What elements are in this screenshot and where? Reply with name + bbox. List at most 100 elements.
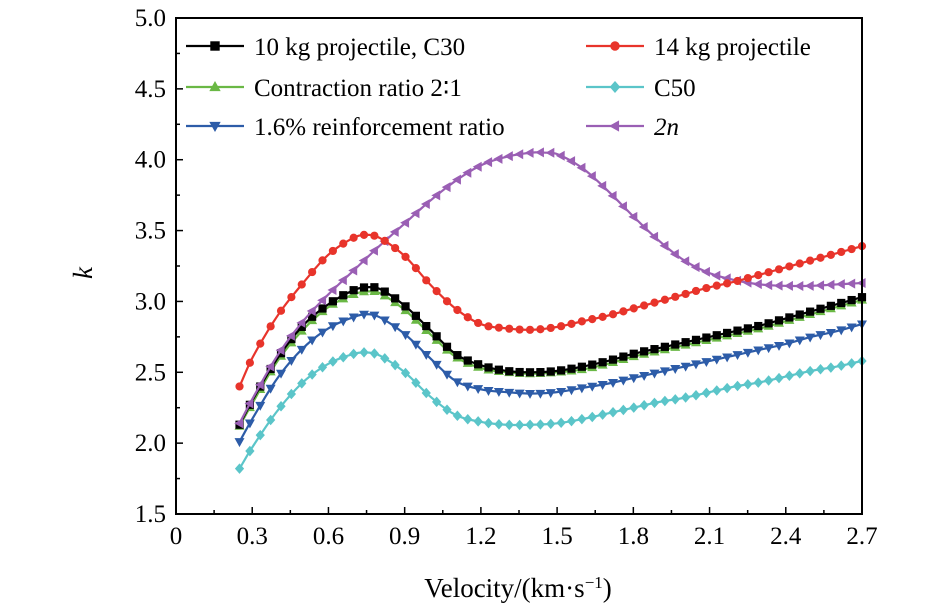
data-point — [462, 167, 472, 178]
data-point — [598, 358, 607, 367]
data-point — [660, 395, 670, 407]
data-point — [576, 162, 586, 173]
data-point — [472, 161, 482, 172]
series-4 — [234, 310, 867, 448]
data-point — [649, 397, 660, 409]
legend-item: C50 — [586, 75, 696, 102]
data-point — [805, 365, 815, 377]
y-axis-label: k — [68, 266, 98, 279]
data-point — [452, 410, 463, 421]
data-point — [671, 340, 680, 349]
x-tick-label: 0.6 — [313, 523, 344, 550]
ticks-layer: 0 0.3 0.6 0.9 1.2 1.5 1.8 2.1 2.4 2.7 1.5 2.0 2.5 3.0… — [135, 5, 878, 550]
data-point — [256, 339, 265, 348]
data-point — [753, 346, 764, 356]
data-point — [266, 414, 276, 426]
data-point — [442, 370, 453, 380]
data-point — [348, 265, 358, 276]
legend-item: 1.6% reinforcement ratio — [186, 114, 505, 141]
data-point — [815, 331, 826, 341]
legend-marker — [608, 120, 620, 132]
data-point — [794, 281, 804, 292]
data-point — [379, 316, 390, 326]
data-point — [307, 336, 318, 346]
series-2 — [234, 286, 867, 430]
x-tick-label: 2.1 — [694, 523, 725, 550]
data-point — [296, 317, 306, 328]
data-point — [401, 252, 410, 261]
data-point — [638, 221, 648, 232]
data-point — [815, 280, 825, 291]
data-point — [628, 374, 639, 384]
y-tick-label: 1.5 — [135, 501, 166, 528]
data-point — [505, 324, 514, 333]
data-point — [546, 323, 555, 333]
data-point — [442, 342, 452, 351]
data-point — [640, 301, 649, 310]
data-point — [275, 345, 285, 356]
data-point — [722, 382, 732, 394]
data-point — [669, 249, 679, 260]
data-point — [410, 340, 421, 350]
data-point — [317, 295, 327, 306]
data-point — [546, 367, 555, 376]
data-point — [733, 326, 742, 335]
data-point — [328, 356, 338, 367]
data-point — [566, 415, 577, 427]
data-point — [462, 382, 473, 392]
data-point — [753, 377, 763, 388]
data-point — [607, 190, 617, 201]
data-point — [846, 323, 857, 333]
data-point — [348, 313, 359, 323]
data-point — [712, 385, 722, 396]
legend-marker — [209, 80, 221, 92]
series-1 — [235, 230, 867, 391]
data-point — [763, 280, 773, 291]
data-point — [764, 319, 773, 328]
data-point — [691, 389, 701, 401]
data-point — [837, 247, 846, 257]
data-point — [422, 276, 431, 285]
data-point — [369, 245, 378, 256]
data-point — [535, 147, 544, 158]
data-point — [234, 438, 245, 448]
data-point — [691, 360, 701, 370]
data-point — [474, 360, 483, 369]
data-point — [255, 401, 266, 411]
data-point — [391, 294, 400, 303]
data-point — [743, 273, 752, 283]
data-point — [420, 199, 430, 210]
data-point — [774, 341, 784, 351]
data-point — [505, 367, 514, 376]
data-point — [774, 372, 784, 384]
legend-item: Contraction ratio 2∶1 — [186, 75, 462, 102]
data-point — [453, 305, 462, 315]
data-point — [723, 328, 732, 338]
data-point — [752, 279, 762, 290]
data-point — [764, 375, 774, 386]
data-point — [806, 307, 815, 316]
data-point — [649, 231, 659, 242]
data-point — [608, 379, 619, 388]
y-tick-label: 2.5 — [135, 359, 166, 386]
data-point — [628, 211, 638, 222]
data-point — [245, 358, 254, 367]
data-point — [318, 256, 327, 265]
series-3 — [234, 347, 867, 474]
data-point — [337, 275, 347, 286]
data-point — [483, 417, 494, 429]
data-point — [297, 280, 306, 289]
data-point — [327, 322, 338, 332]
legend-marker — [610, 41, 620, 51]
data-point — [629, 349, 638, 358]
x-tick-label: 2.7 — [846, 523, 877, 550]
data-point — [598, 312, 607, 321]
data-point — [795, 259, 804, 268]
data-point — [338, 317, 349, 327]
data-point — [338, 351, 348, 363]
data-point — [806, 256, 815, 265]
data-point — [659, 240, 669, 251]
legend-label: 1.6% reinforcement ratio — [254, 114, 505, 141]
data-point — [339, 291, 348, 300]
y-tick-label: 3.0 — [135, 288, 166, 315]
